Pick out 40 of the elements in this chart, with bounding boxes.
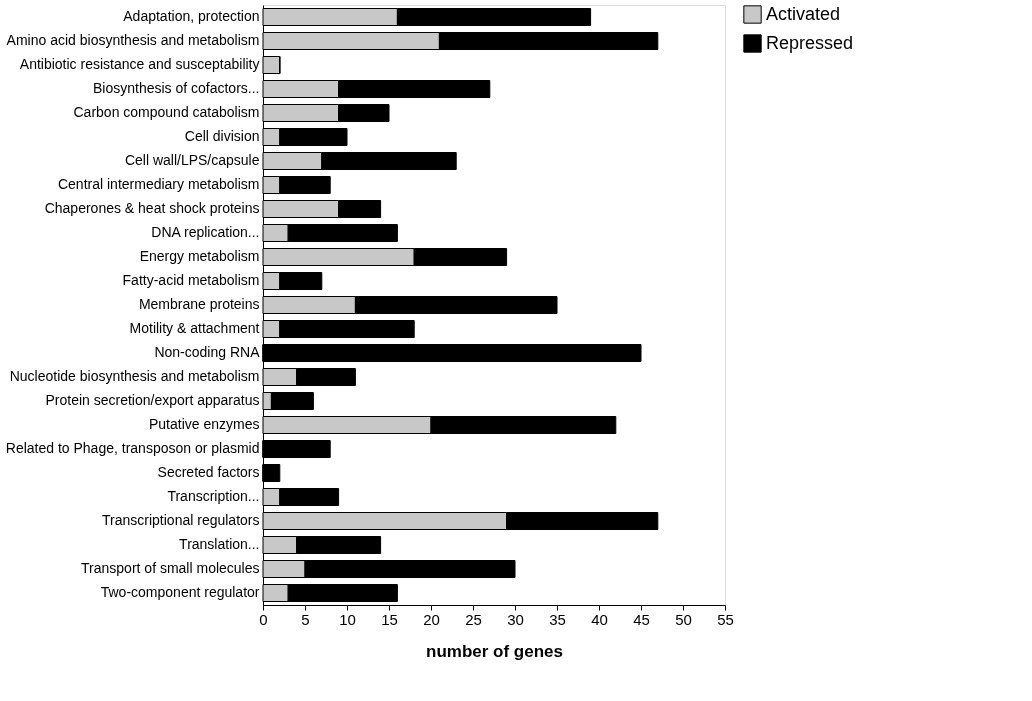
y-tick-label: Carbon compound catabolism <box>73 104 260 120</box>
y-tick-label: Non-coding RNA <box>154 344 261 360</box>
x-axis-title: number of genes <box>426 641 563 661</box>
x-tick-label: 40 <box>591 610 608 628</box>
y-tick-label: Transcription... <box>167 488 260 504</box>
x-tick-label: 15 <box>381 610 398 628</box>
y-tick-label: Fatty-acid metabolism <box>122 272 260 288</box>
y-tick-label: Amino acid biosynthesis and metabolism <box>6 32 260 48</box>
y-tick-label: Energy metabolism <box>139 248 260 264</box>
y-tick-label: Related to Phage, transposon or plasmid <box>5 440 260 456</box>
x-tick-label: 50 <box>675 610 692 628</box>
x-tick-label: 35 <box>549 610 566 628</box>
x-tick-label: 45 <box>633 610 650 628</box>
y-tick-label: Cell division <box>184 128 260 144</box>
y-tick-label: Transcriptional regulators <box>102 512 260 528</box>
y-tick-label: Nucleotide biosynthesis and metabolism <box>9 368 260 384</box>
y-tick-label: Motility & attachment <box>129 320 260 336</box>
x-tick-label: 25 <box>465 610 482 628</box>
y-tick-label: Putative enzymes <box>149 416 260 432</box>
y-tick-label: Translation... <box>179 536 260 552</box>
x-tick-label: 30 <box>507 610 524 628</box>
x-tick-label: 10 <box>339 610 356 628</box>
x-tick-label: 55 <box>717 610 734 628</box>
x-tick-label: 20 <box>423 610 440 628</box>
x-tick-label: 5 <box>301 610 310 628</box>
x-tick-label: 0 <box>259 610 268 628</box>
y-tick-label: DNA replication... <box>151 224 260 240</box>
y-tick-label: Chaperones & heat shock proteins <box>44 200 260 216</box>
legend-label: Activated <box>766 3 841 24</box>
legend-label: Repressed <box>766 32 854 53</box>
y-tick-label: Adaptation, protection <box>123 8 260 24</box>
y-tick-label: Central intermediary metabolism <box>57 176 260 192</box>
y-tick-label: Protein secretion/export apparatus <box>45 392 260 408</box>
y-tick-label: Cell wall/LPS/capsule <box>124 152 260 168</box>
y-tick-label: Two-component regulator <box>100 584 260 600</box>
y-tick-label: Biosynthesis of cofactors... <box>92 80 260 96</box>
y-tick-label: Antibiotic resistance and susceptability <box>19 56 260 72</box>
y-tick-label: Membrane proteins <box>138 296 260 312</box>
y-tick-label: Secreted factors <box>157 464 260 480</box>
y-tick-label: Transport of small molecules <box>81 560 260 576</box>
